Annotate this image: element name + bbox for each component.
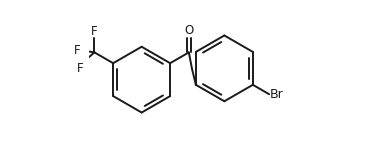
Text: F: F	[91, 25, 98, 38]
Text: F: F	[74, 44, 80, 57]
Text: O: O	[184, 24, 194, 37]
Text: F: F	[77, 62, 83, 75]
Text: Br: Br	[270, 88, 284, 101]
